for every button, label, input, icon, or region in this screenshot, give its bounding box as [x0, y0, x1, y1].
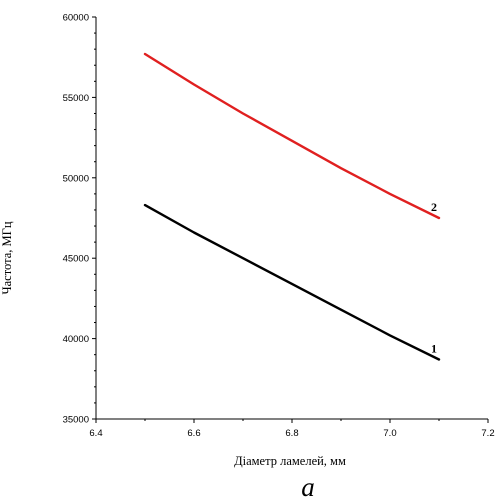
y-tick-label: 55000	[63, 93, 89, 104]
x-axis-title: Діаметр ламелей, мм	[234, 454, 346, 468]
y-tick-label: 45000	[63, 254, 89, 265]
x-tick-label: 6.4	[89, 428, 102, 439]
x-tick-label: 6.6	[187, 428, 200, 439]
tick-labels: 35000 40000 45000 50000 55000 60000 6.4 6.6 6.8 7…	[63, 13, 495, 440]
axes	[95, 17, 488, 420]
figure-caption: а	[301, 472, 315, 502]
y-tick-label: 35000	[63, 415, 89, 426]
tick-marks	[92, 16, 489, 423]
y-tick-label: 50000	[63, 173, 89, 184]
series-labels: 12	[431, 200, 437, 356]
y-tick-label: 40000	[63, 334, 89, 345]
series-label-1: 1	[431, 342, 437, 356]
y-axis-title: Частота, МГц	[0, 221, 14, 294]
series-line-1	[143, 203, 441, 361]
series-label-2: 2	[431, 200, 437, 214]
x-tick-label: 7.2	[481, 428, 494, 439]
series-line-2	[143, 52, 441, 220]
series-lines	[143, 52, 441, 361]
x-tick-label: 6.8	[285, 428, 298, 439]
y-tick-label: 60000	[63, 13, 89, 24]
x-tick-label: 7.0	[383, 428, 396, 439]
